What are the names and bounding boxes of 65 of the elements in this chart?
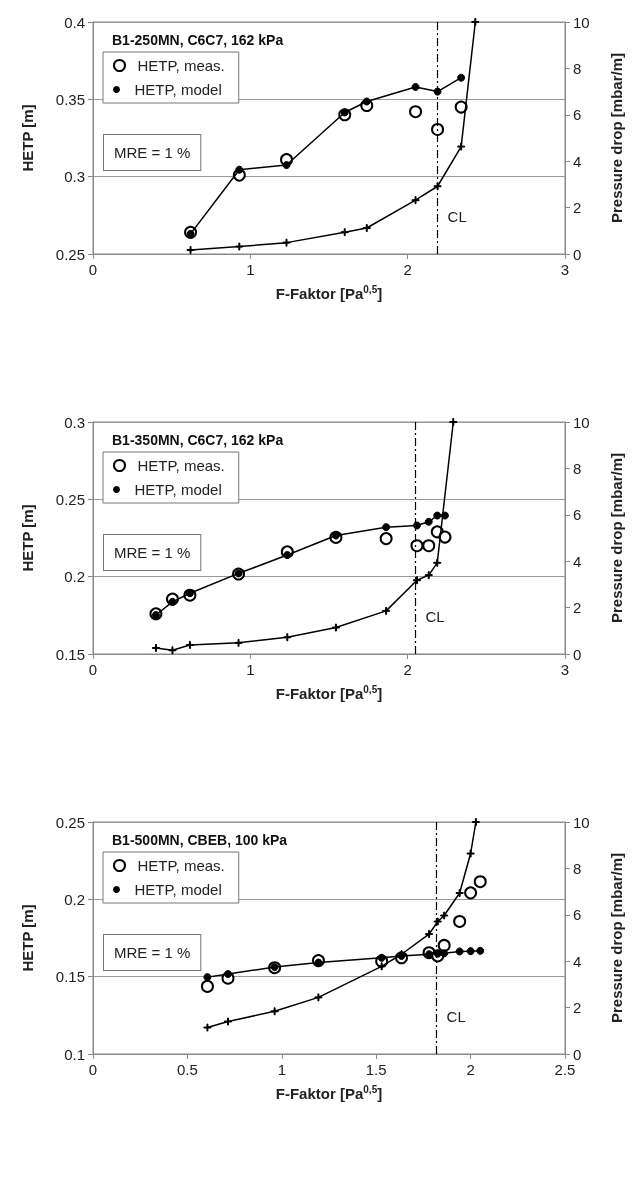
x-tick-label: 0.5 — [176, 1061, 198, 1078]
x-tick-label: 1.5 — [365, 1061, 387, 1078]
y-tick-label: 0.25 — [55, 490, 85, 508]
y-axis-title: HETP [m] — [19, 104, 36, 172]
text: B1-350MN, C6C7, 162 kPa — [112, 432, 284, 448]
y-tick-label: 0.25 — [55, 813, 85, 831]
y2-tick-label: 6 — [573, 106, 582, 124]
y-tick-label: 0.2 — [64, 890, 85, 908]
y-tick-label: 0.35 — [55, 90, 85, 108]
y2-tick-label: 6 — [573, 506, 582, 524]
y2-tick-label: 6 — [573, 906, 582, 924]
y-tick-label: 0.15 — [55, 645, 85, 663]
y2-tick-label: 8 — [573, 859, 582, 877]
y2-tick-label: 8 — [573, 59, 582, 77]
annotation: MRE = 1 % — [114, 944, 191, 961]
y-tick-label: 0.3 — [64, 168, 85, 186]
y-axis-title: HETP [m] — [19, 904, 36, 972]
y2-tick-label: 10 — [573, 413, 590, 431]
y-tick-label: 0.4 — [64, 13, 85, 31]
legend-label: HETP, model — [134, 81, 222, 98]
y2-tick-label: 0 — [573, 1045, 582, 1063]
x-tick-label: 2 — [403, 261, 412, 278]
ref-line-label: CL — [447, 208, 467, 225]
x-tick-label: 3 — [560, 661, 570, 678]
x-tick-label: 2 — [403, 661, 412, 678]
x-tick-label: 1 — [246, 661, 255, 678]
text: B1-500MN, CBEB, 100 kPa — [112, 832, 288, 848]
annotation: MRE = 1 % — [114, 544, 191, 561]
y2-tick-label: 10 — [573, 13, 590, 31]
y2-tick-label: 4 — [573, 552, 582, 570]
y2-axis-title: Pressure drop [mbar/m] — [608, 452, 625, 624]
text: B1-250MN, C6C7, 162 kPa — [112, 32, 284, 48]
y-tick-label: 0.2 — [64, 568, 85, 586]
legend-label: HETP, meas. — [137, 57, 225, 74]
x-tick-label: 3 — [560, 261, 570, 278]
y-tick-label: 0.1 — [64, 1045, 85, 1063]
y2-axis-title: Pressure drop [mbar/m] — [608, 52, 625, 224]
ref-line-label: CL — [425, 608, 445, 625]
y-tick-label: 0.25 — [55, 245, 85, 263]
ref-line-label: CL — [446, 1008, 466, 1025]
annotation: MRE = 1 % — [114, 144, 191, 161]
y-tick-label: 0.3 — [64, 413, 85, 431]
y2-axis-title: Pressure drop [mbar/m] — [608, 852, 625, 1024]
legend-label: HETP, meas. — [137, 857, 225, 874]
y-tick-label: 0.15 — [55, 968, 85, 986]
y2-tick-label: 2 — [573, 999, 582, 1017]
x-tick-label: 2.5 — [554, 1061, 576, 1078]
y2-tick-label: 2 — [573, 199, 582, 217]
y2-tick-label: 0 — [573, 245, 582, 263]
x-tick-label: 0 — [88, 661, 98, 678]
x-tick-label: 2 — [466, 1061, 475, 1078]
y2-tick-label: 4 — [573, 152, 582, 170]
legend-label: HETP, model — [134, 481, 222, 498]
y2-tick-label: 8 — [573, 459, 582, 477]
x-tick-label: 1 — [246, 261, 255, 278]
y2-tick-label: 10 — [573, 813, 590, 831]
legend-label: HETP, model — [134, 881, 222, 898]
x-tick-label: 0 — [88, 1061, 98, 1078]
x-tick-label: 0 — [88, 261, 98, 278]
y2-tick-label: 4 — [573, 952, 582, 970]
y2-tick-label: 2 — [573, 599, 582, 617]
x-tick-label: 1 — [277, 1061, 286, 1078]
y2-tick-label: 0 — [573, 645, 582, 663]
y-axis-title: HETP [m] — [19, 504, 36, 572]
legend-label: HETP, meas. — [137, 457, 225, 474]
